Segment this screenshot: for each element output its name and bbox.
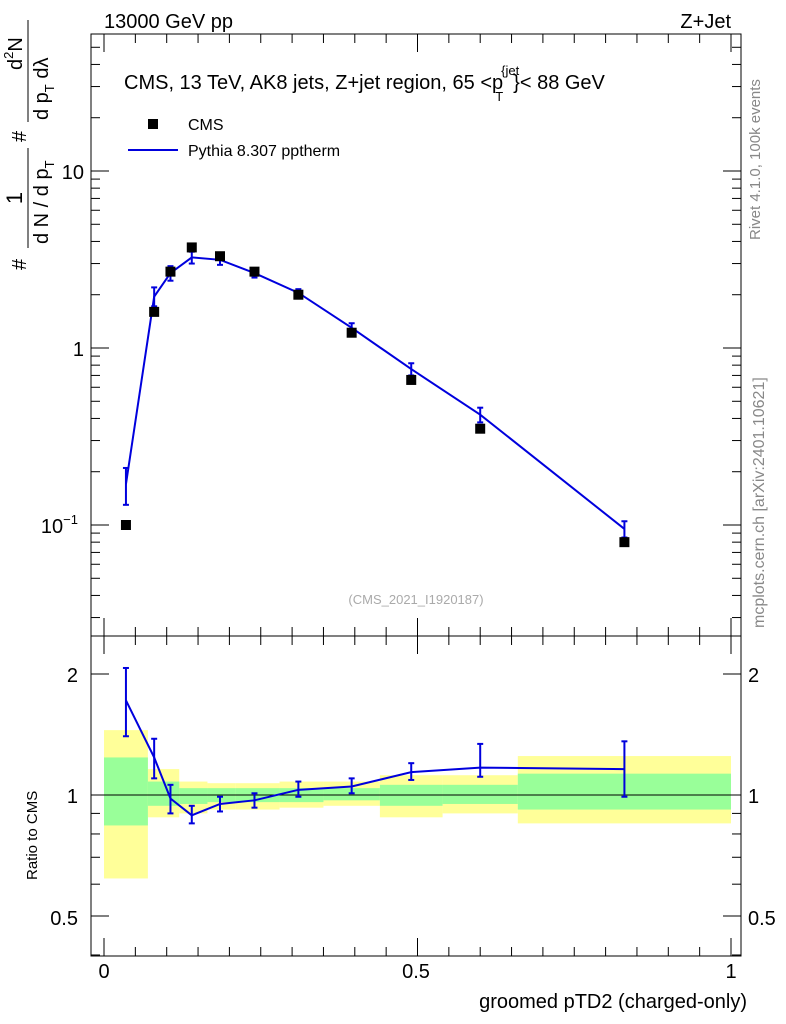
ytick-tenth-base: 10 [41, 516, 63, 538]
cms-data-point [165, 266, 176, 277]
legend-cms-label: CMS [188, 117, 224, 134]
main-ylabel: # 1 d N / d pT # d2N d pT dλ [1, 20, 57, 270]
legend: CMS Pythia 8.307 pptherm [128, 117, 340, 160]
ytick-label-ten: 10 [62, 162, 84, 184]
legend-cms-marker [148, 119, 158, 129]
header-left: 13000 GeV pp [104, 11, 233, 33]
ylabel-lambda: λ [31, 58, 53, 68]
ratio-panel: 2 1 0.5 2 1 0.5 0 0.5 1 Ratio to CMS gro… [24, 635, 776, 1013]
ratio-band-green [442, 784, 518, 804]
analysis-watermark: (CMS_2021_I1920187) [348, 592, 483, 607]
main-data-layer [120, 242, 630, 548]
xtick-1: 1 [725, 961, 736, 983]
ratio-ylabel: Ratio to CMS [24, 791, 41, 880]
xtick-05: 0.5 [402, 961, 430, 983]
main-title: CMS, 13 TeV, AK8 jets, Z+jet region, 65 … [124, 63, 606, 104]
cms-data-point [186, 242, 197, 253]
xlabel: groomed pTD2 (charged-only) [479, 991, 747, 1013]
ytick-label-tenth: 10−1 [41, 512, 78, 538]
legend-pythia-label: Pythia 8.307 pptherm [188, 143, 340, 160]
cms-data-point [346, 327, 357, 338]
cms-data-point [475, 423, 486, 434]
title-sub: T [495, 89, 503, 104]
ratio-uncertainty-bands [104, 730, 731, 879]
ylabel-one: 1 [2, 192, 27, 204]
ratio-panel-frame [90, 635, 742, 957]
main-panel: CMS, 13 TeV, AK8 jets, Z+jet region, 65 … [1, 20, 742, 637]
ratio-ytick-05-right: 0.5 [748, 908, 776, 930]
ratio-ytick-2: 2 [67, 665, 78, 687]
ytick-tenth-exp: −1 [63, 512, 78, 527]
cms-data-point [249, 266, 260, 277]
ylabel-num-d: d [5, 59, 27, 70]
ylabel-num-n: N [5, 37, 27, 51]
title-prefix: CMS, 13 TeV, AK8 jets, Z+jet region, 65 … [124, 72, 503, 94]
rivet-label: Rivet 4.1.0, 100k events [747, 79, 764, 240]
ylabel-den2-after: d [31, 68, 53, 85]
ratio-data-layer [122, 666, 628, 825]
ytick-label-one: 1 [73, 339, 84, 361]
cms-data-point [120, 520, 131, 530]
xtick-0: 0 [98, 961, 109, 983]
ratio-ytick-1-right: 1 [748, 786, 759, 808]
cms-data-point [214, 251, 225, 262]
title-suffix: }< 88 GeV [513, 72, 605, 94]
main-axis-ticks [91, 34, 741, 636]
ylabel-den2-sub: T [42, 84, 57, 92]
ratio-axis-ticks [91, 636, 741, 956]
ylabel-den: d N / d pT [31, 160, 57, 244]
ylabel-den-text: d N / d p [31, 168, 53, 244]
cms-data-point [406, 374, 417, 385]
cms-data-point [149, 306, 160, 317]
pythia-line [124, 256, 626, 530]
ylabel-den2-text: d p [31, 92, 53, 120]
ratio-band-green [104, 757, 148, 826]
mcplots-label: mcplots.cern.ch [arXiv:2401.10621] [751, 377, 768, 628]
ylabel-hash-1: # [9, 258, 31, 270]
ylabel-num-sup: 2 [1, 52, 16, 59]
ylabel-den2: d pT dλ [31, 58, 57, 120]
ratio-ytick-2-right: 2 [748, 665, 759, 687]
ratio-line [125, 699, 625, 817]
ylabel-hash-2: # [9, 130, 31, 142]
ratio-ytick-05: 0.5 [50, 908, 78, 930]
header-right: Z+Jet [680, 11, 731, 33]
ratio-band-green [179, 788, 208, 804]
title-sup: {jet [501, 63, 519, 78]
cms-data-point [619, 537, 630, 548]
ylabel-num: d2N [1, 37, 27, 70]
ratio-ytick-1: 1 [67, 786, 78, 808]
ylabel-den-sub: T [42, 160, 57, 168]
cms-data-point [293, 289, 304, 300]
